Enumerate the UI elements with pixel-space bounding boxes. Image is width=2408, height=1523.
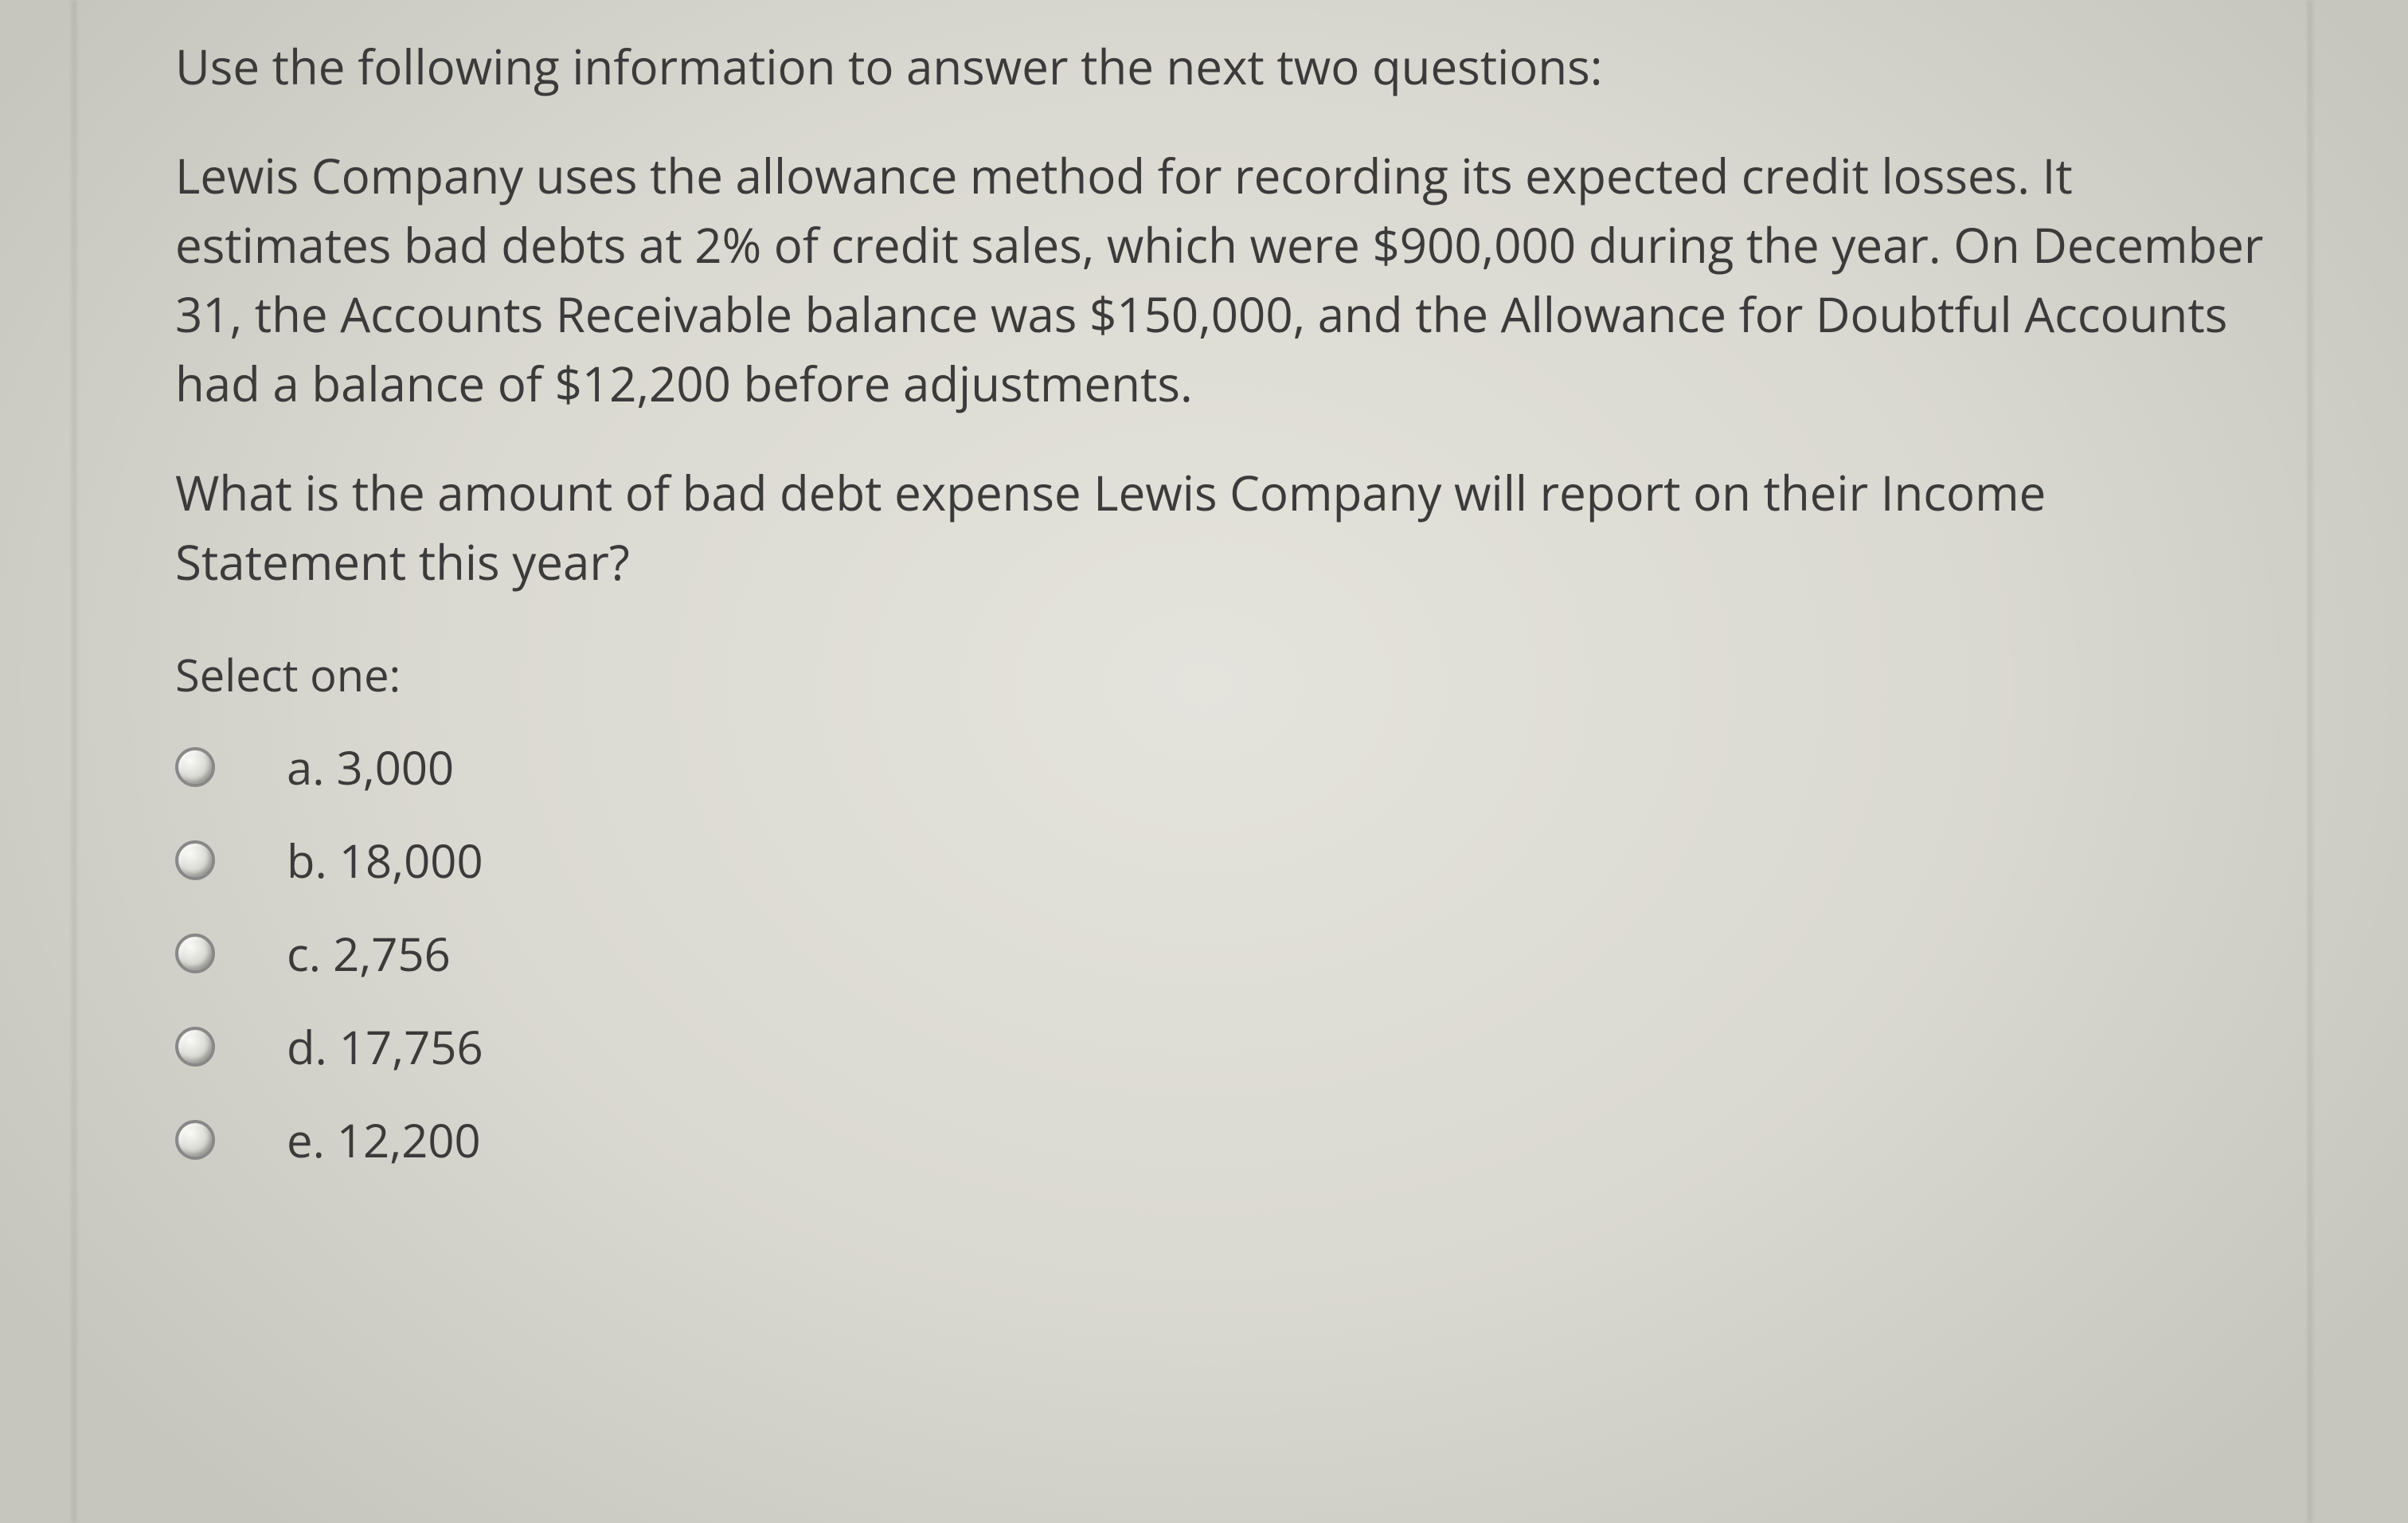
option-text: 18,000 — [339, 828, 483, 891]
radio-icon[interactable] — [175, 1027, 215, 1067]
option-label: d. 17,756 — [287, 1015, 483, 1078]
radio-icon[interactable] — [175, 840, 215, 880]
option-letter: a. — [287, 735, 324, 798]
question-body: Lewis Company uses the allowance method … — [175, 141, 2265, 418]
question-block: Use the following information to answer … — [175, 32, 2265, 1201]
option-letter: b. — [287, 828, 327, 891]
question-text: Use the following information to answer … — [175, 32, 2265, 597]
screen-seam-right — [2308, 0, 2312, 1523]
option-a[interactable]: a. 3,000 — [175, 735, 2265, 798]
option-text: 2,756 — [333, 922, 451, 985]
select-one-label: Select one: — [175, 644, 2265, 705]
option-letter: e. — [287, 1108, 325, 1171]
radio-icon[interactable] — [175, 747, 215, 787]
option-label: b. 18,000 — [287, 828, 483, 891]
option-d[interactable]: d. 17,756 — [175, 1015, 2265, 1078]
quiz-page: Use the following information to answer … — [0, 0, 2408, 1523]
option-text: 12,200 — [337, 1108, 481, 1171]
option-text: 3,000 — [337, 735, 455, 798]
question-intro: Use the following information to answer … — [175, 32, 2265, 101]
options-list: a. 3,000 b. 18,000 c. 2,756 — [175, 735, 2265, 1171]
radio-icon[interactable] — [175, 1120, 215, 1160]
option-letter: d. — [287, 1015, 327, 1078]
radio-icon[interactable] — [175, 934, 215, 973]
question-prompt: What is the amount of bad debt expense L… — [175, 458, 2265, 597]
option-text: 17,756 — [339, 1015, 483, 1078]
option-letter: c. — [287, 922, 321, 985]
screen-seam-left — [72, 0, 76, 1523]
option-label: c. 2,756 — [287, 922, 451, 985]
option-label: e. 12,200 — [287, 1108, 481, 1171]
option-c[interactable]: c. 2,756 — [175, 922, 2265, 985]
option-label: a. 3,000 — [287, 735, 454, 798]
option-b[interactable]: b. 18,000 — [175, 828, 2265, 891]
option-e[interactable]: e. 12,200 — [175, 1108, 2265, 1171]
